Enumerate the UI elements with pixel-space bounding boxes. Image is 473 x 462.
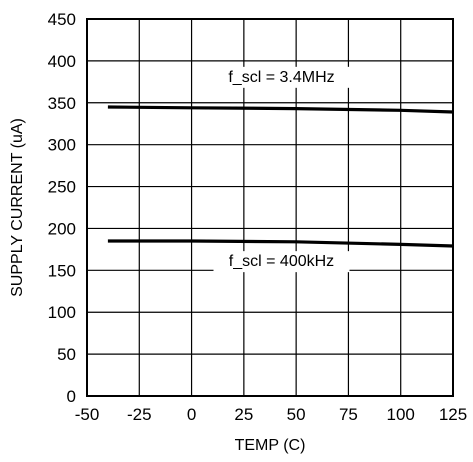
- annotation-label-2: f_scl = 400kHz: [229, 253, 334, 270]
- y-tick-label: 400: [48, 52, 76, 71]
- x-tick-label: 50: [287, 405, 306, 424]
- x-tick-label: 125: [439, 405, 467, 424]
- series-line-1: [107, 105, 454, 114]
- y-tick-label: 350: [48, 94, 76, 113]
- x-tick-label: -25: [127, 405, 152, 424]
- x-tick-label: 100: [387, 405, 415, 424]
- y-tick-label: 0: [67, 387, 76, 406]
- x-tick-label: -50: [75, 405, 100, 424]
- series-line-2: [107, 239, 454, 248]
- x-tick-label: 25: [234, 405, 253, 424]
- x-tick-label: 0: [187, 405, 196, 424]
- y-tick-label: 100: [48, 303, 76, 322]
- plot-frame: [86, 18, 454, 397]
- y-tick-label: 150: [48, 261, 76, 280]
- y-tick-label: 250: [48, 178, 76, 197]
- y-tick-label: 450: [48, 10, 76, 29]
- y-tick-label: 50: [57, 345, 76, 364]
- y-tick-label: 300: [48, 136, 76, 155]
- annotation-bg-2: [213, 251, 350, 273]
- y-tick-labels: 0 50 100 150 200 250 300 350 400 450: [48, 10, 76, 406]
- y-tick-label: 200: [48, 219, 76, 238]
- x-axis-label: TEMP (C): [235, 437, 306, 454]
- x-tick-label: 75: [339, 405, 358, 424]
- annotation-bg-1: [213, 66, 350, 88]
- series-group: [107, 105, 454, 248]
- annotation-label-1: f_scl = 3.4MHz: [228, 69, 334, 86]
- x-tick-labels: -50 -25 0 25 50 75 100 125: [75, 405, 467, 424]
- annotations-group: f_scl = 3.4MHz f_scl = 400kHz: [213, 66, 350, 273]
- y-axis-label: SUPPLY CURRENT (uA): [9, 118, 26, 297]
